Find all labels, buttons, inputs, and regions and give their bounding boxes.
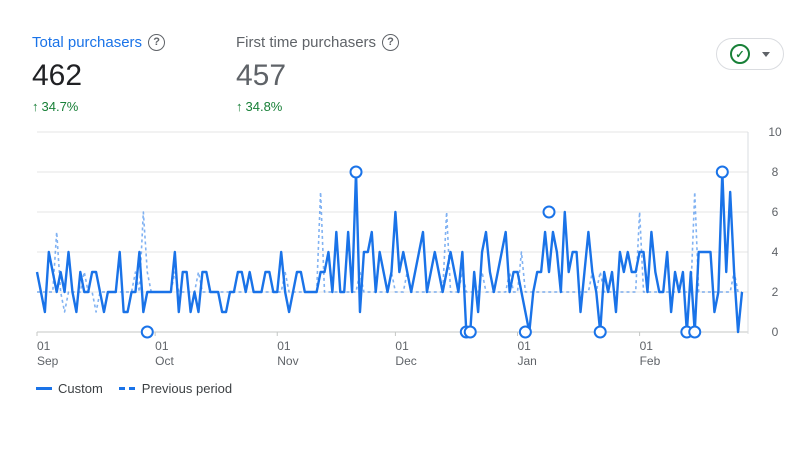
chart-legend: Custom Previous period <box>36 381 248 396</box>
highlight-point <box>518 325 532 339</box>
arrow-up-icon: ↑ <box>32 99 39 114</box>
metric-delta: ↑ 34.8% <box>236 99 399 114</box>
metric-value: 462 <box>32 59 83 92</box>
y-tick-label: 0 <box>772 325 779 339</box>
x-tick-label: 01 <box>518 339 532 353</box>
x-tick-label: 01 <box>395 339 409 353</box>
x-tick-label: 01 <box>37 339 51 353</box>
y-tick-label: 2 <box>772 285 779 299</box>
highlight-point <box>715 165 729 179</box>
highlight-point <box>463 325 477 339</box>
x-tick-label: 01 <box>640 339 654 353</box>
legend-swatch-dashed <box>118 387 136 390</box>
highlight-point <box>542 205 556 219</box>
series-line-previous-period <box>37 191 742 313</box>
metric-delta: ↑ 34.7% <box>32 99 165 114</box>
check-circle-icon: ✓ <box>730 44 750 64</box>
x-tick-label: Feb <box>640 354 661 368</box>
y-tick-label: 4 <box>772 245 779 259</box>
x-tick-label: Oct <box>155 354 174 368</box>
legend-swatch-solid <box>36 387 52 390</box>
legend-item-custom[interactable]: Custom <box>36 381 103 396</box>
highlight-point <box>593 325 607 339</box>
highlight-point <box>349 165 363 179</box>
x-tick-label: 01 <box>155 339 169 353</box>
metric-delta-value: 34.8% <box>245 99 283 114</box>
y-tick-label: 10 <box>768 125 782 139</box>
marker-layer <box>140 165 729 339</box>
y-tick-label: 8 <box>772 165 779 179</box>
legend-label-custom: Custom <box>58 381 103 396</box>
caret-down-icon <box>762 51 770 57</box>
legend-label-previous: Previous period <box>141 381 233 396</box>
highlight-point <box>140 325 154 339</box>
series-layer <box>35 170 744 334</box>
x-tick-label: Dec <box>395 354 416 368</box>
help-circle-icon[interactable]: ? <box>148 34 166 51</box>
metric-title-text: First time purchasers <box>236 34 377 51</box>
metric-title-text: Total purchasers <box>32 34 143 51</box>
x-tick-label: Nov <box>277 354 298 368</box>
metric-value: 457 <box>236 59 287 92</box>
metric-title: First time purchasers ? <box>236 34 400 51</box>
x-tick-label: Jan <box>518 354 537 368</box>
metric-title: Total purchasers ? <box>32 34 166 51</box>
x-tick-label: 01 <box>277 339 291 353</box>
highlight-point <box>688 325 702 339</box>
legend-item-previous[interactable]: Previous period <box>118 381 233 396</box>
comparison-dropdown[interactable]: ✓ <box>716 38 784 70</box>
y-tick-label: 6 <box>772 205 779 219</box>
help-circle-icon[interactable]: ? <box>382 34 400 51</box>
x-tick-label: Sep <box>37 354 59 368</box>
metric-total-purchasers[interactable]: Total purchasers ? 462 ↑ 34.7% <box>32 34 166 114</box>
metric-first-time-purchasers[interactable]: First time purchasers ? 457 ↑ 34.8% <box>236 34 400 114</box>
arrow-up-icon: ↑ <box>236 99 243 114</box>
metric-delta-value: 34.7% <box>41 99 79 114</box>
